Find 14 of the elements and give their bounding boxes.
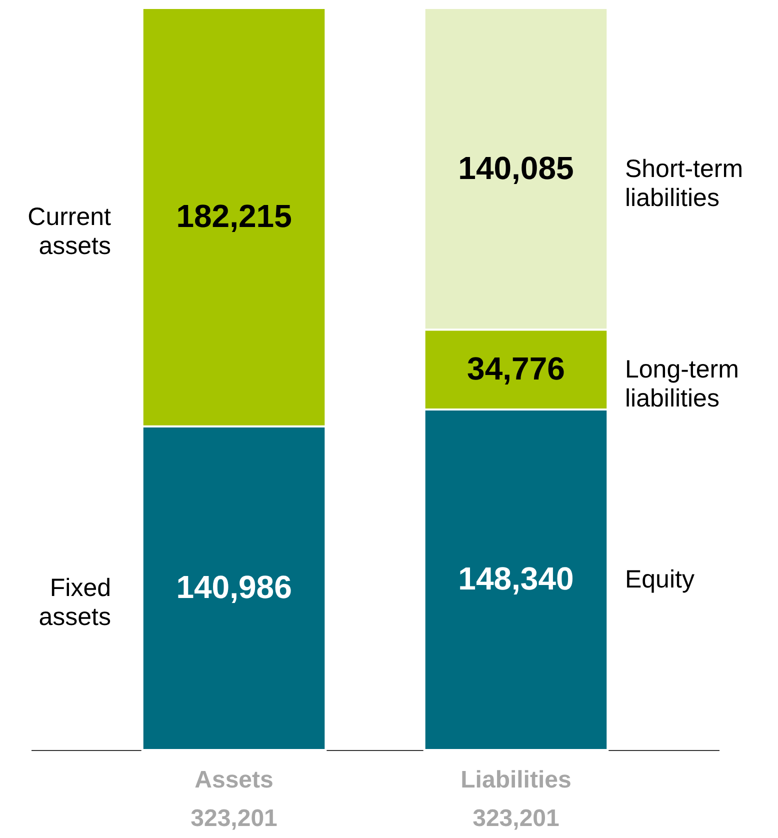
data-label: 140,986 bbox=[176, 569, 292, 606]
data-label: 148,340 bbox=[458, 560, 574, 597]
data-label: 34,776 bbox=[467, 350, 565, 387]
series-label: Fixed assets bbox=[38, 574, 112, 632]
x-tick-label: Liabilities bbox=[460, 766, 572, 794]
total-label: 323,201 bbox=[190, 805, 278, 832]
data-label: 182,215 bbox=[176, 198, 292, 234]
series-label: Current assets bbox=[28, 203, 112, 260]
data-label: 140,085 bbox=[458, 150, 574, 186]
series-label: Equity bbox=[624, 566, 695, 594]
series-label: Short-term liabilities bbox=[624, 154, 744, 212]
series-label: Long-term liabilities bbox=[624, 356, 739, 413]
x-tick-label: Assets bbox=[194, 766, 274, 794]
total-label: 323,201 bbox=[472, 805, 560, 832]
